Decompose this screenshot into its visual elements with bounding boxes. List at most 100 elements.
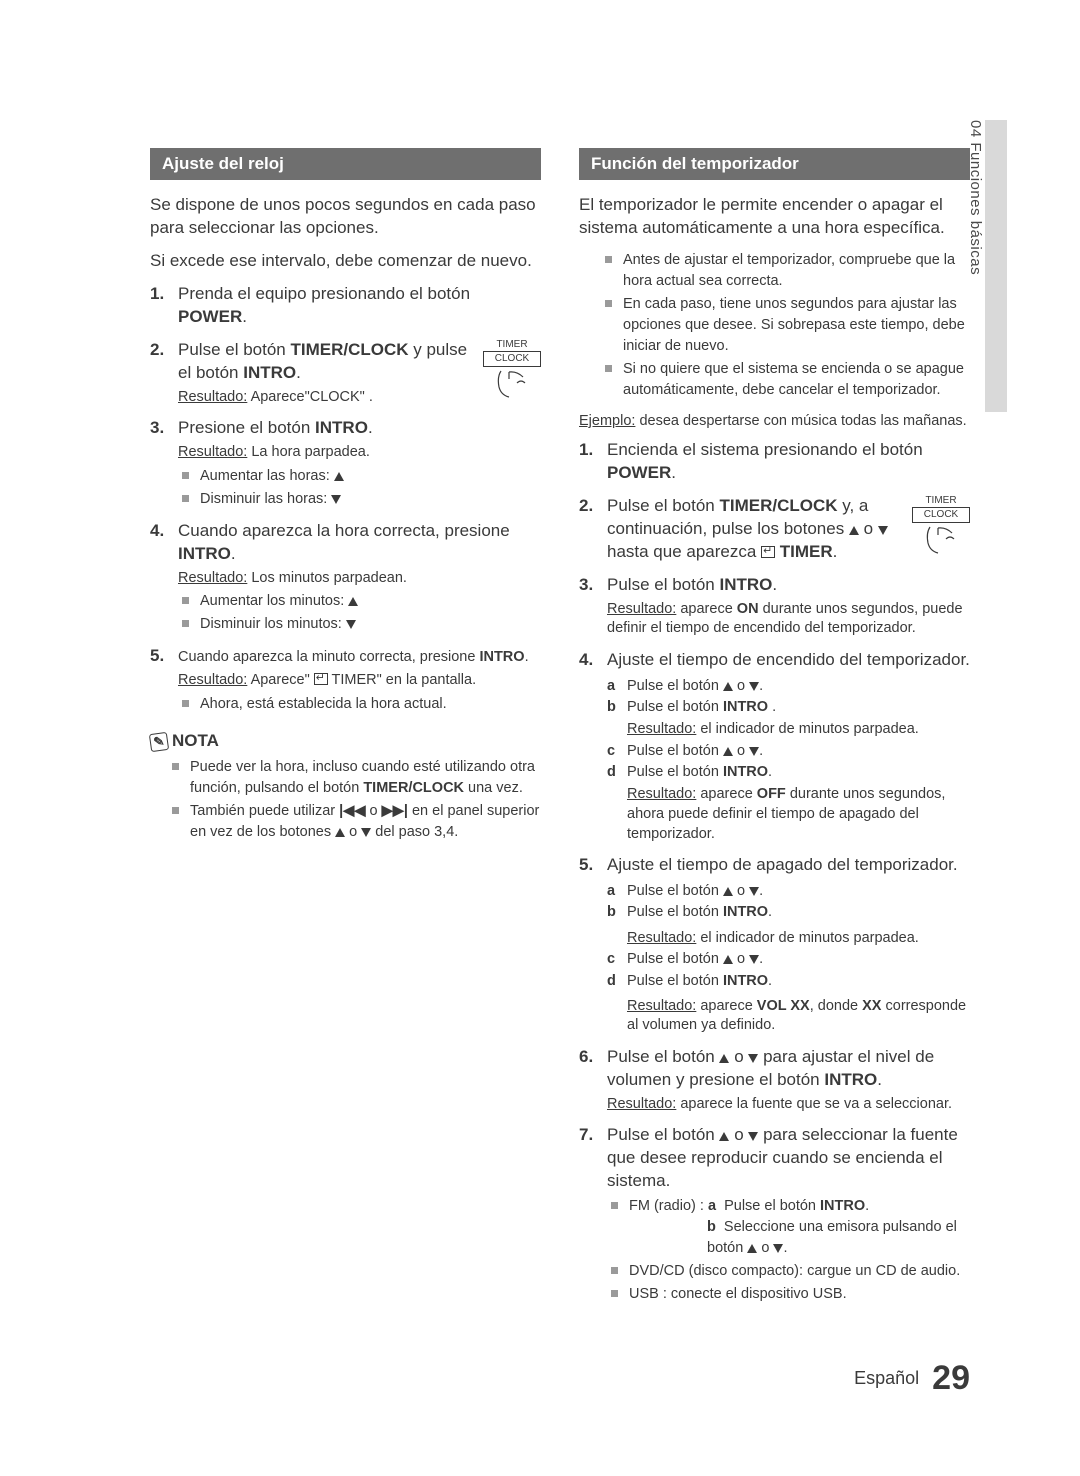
text: Aumentar los minutos: <box>200 593 344 609</box>
sub-d: dPulse el botón INTRO. Resultado: aparec… <box>607 762 970 844</box>
text: VOL XX <box>757 998 810 1014</box>
down-icon <box>749 747 759 756</box>
left-step-5: Cuando aparezca la minuto correcta, pres… <box>150 645 541 715</box>
right-step-5: Ajuste el tiempo de apagado del temporiz… <box>579 854 970 1036</box>
text: Pulse el botón <box>607 496 719 515</box>
text: INTRO <box>820 1198 865 1214</box>
text: XX <box>862 998 881 1014</box>
result: Resultado: La hora parpadea. <box>178 443 541 463</box>
result-label: Resultado: <box>178 389 247 405</box>
timer-clock-icon: TIMER CLOCK <box>912 495 970 555</box>
text: aparece <box>700 998 756 1014</box>
text: La hora parpadea. <box>251 444 370 460</box>
text: Ejemplo: <box>579 413 635 429</box>
text: ON <box>737 601 759 617</box>
right-step-2: Pulse el botón TIMER/CLOCK y, a continua… <box>579 495 970 564</box>
text: o <box>859 519 878 538</box>
bullet: Ahora, está establecida la hora actual. <box>178 694 541 715</box>
down-icon <box>748 1132 758 1141</box>
right-column: Función del temporizador El temporizador… <box>579 148 970 1315</box>
text: INTRO <box>719 575 772 594</box>
bullet: Puede ver la hora, incluso cuando esté u… <box>168 757 541 799</box>
text: Pulse el botón <box>627 951 723 967</box>
text: INTRO <box>178 544 231 563</box>
ejemplo: Ejemplo: desea despertarse con música to… <box>579 413 970 429</box>
sub-b: bPulse el botón INTRO . Resultado: el in… <box>607 697 970 740</box>
bullets: Ahora, está establecida la hora actual. <box>178 694 541 715</box>
up-icon <box>335 828 345 837</box>
text: . <box>783 1240 787 1256</box>
bullet-usb: USB : conecte el dispositivo USB. <box>607 1284 970 1305</box>
text: . <box>772 575 777 594</box>
text: TIMER <box>925 495 956 506</box>
right-heading: Función del temporizador <box>579 148 970 180</box>
text: Ajuste el tiempo de encendido del tempor… <box>607 650 970 669</box>
text: aparece <box>700 786 756 802</box>
text: . <box>759 743 763 759</box>
left-heading: Ajuste del reloj <box>150 148 541 180</box>
up-icon <box>348 597 358 606</box>
left-step-1: Prenda el equipo presionando el botón PO… <box>150 283 541 329</box>
result-label: Resultado: <box>627 930 696 946</box>
fm-sub-b: b Seleccione una emisora pulsando el bot… <box>629 1217 970 1259</box>
text: Aumentar las horas: <box>200 468 330 484</box>
nota-heading: ✎NOTA <box>150 731 541 751</box>
timer-clock-icon: TIMER CLOCK <box>483 339 541 399</box>
text: . <box>759 883 763 899</box>
right-step-6: Pulse el botón o para ajustar el nivel d… <box>579 1046 970 1114</box>
right-step-3: Pulse el botón INTRO. Resultado: aparece… <box>579 574 970 639</box>
up-icon <box>334 472 344 481</box>
text: INTRO <box>243 363 296 382</box>
text: Pulse el botón <box>607 1047 719 1066</box>
text: Encienda el sistema presionando el botón <box>607 440 923 459</box>
text: Pulse el botón <box>627 904 723 920</box>
sub-c: cPulse el botón o . <box>607 949 970 969</box>
text: . <box>296 363 301 382</box>
text: . <box>768 764 772 780</box>
text: TIMER/CLOCK <box>719 496 837 515</box>
sub-steps: aPulse el botón o . bPulse el botón INTR… <box>607 881 970 1036</box>
sub-d: dPulse el botón INTRO. Resultado: aparec… <box>607 971 970 1036</box>
text: Pulse el botón <box>178 340 290 359</box>
down-icon <box>749 887 759 896</box>
text: Pulse el botón <box>627 699 723 715</box>
text: . <box>368 418 373 437</box>
text: del paso 3,4. <box>371 824 458 840</box>
bullet: Aumentar las horas: <box>178 466 541 487</box>
down-icon <box>878 526 888 535</box>
text: Presione el botón <box>178 418 315 437</box>
bullet-dvd: DVD/CD (disco compacto): cargue un CD de… <box>607 1261 970 1282</box>
skip-fwd-icon: ▶▶| <box>382 803 408 819</box>
up-icon <box>747 1244 757 1253</box>
result: Resultado: el indicador de minutos parpa… <box>627 720 970 740</box>
text: Pulse el botón <box>627 743 723 759</box>
text: . <box>525 649 529 665</box>
sub-c: cPulse el botón o . <box>607 741 970 761</box>
text: . <box>865 1198 869 1214</box>
text: CLOCK <box>483 351 541 367</box>
text: Aparece"CLOCK" . <box>251 389 373 405</box>
page-footer: Español 29 <box>854 1359 970 1398</box>
up-icon <box>719 1054 729 1063</box>
footer-page: 29 <box>932 1359 970 1397</box>
text: o <box>733 743 749 759</box>
text: , donde <box>810 998 862 1014</box>
bullet-fm: FM (radio) : a Pulse el botón INTRO. b S… <box>607 1196 970 1259</box>
bullets: Aumentar las horas: Disminuir las horas: <box>178 466 541 510</box>
text: Pulse el botón <box>607 1125 719 1144</box>
up-icon <box>723 747 733 756</box>
result-label: Resultado: <box>607 1096 676 1112</box>
footer-lang: Español <box>854 1368 919 1388</box>
right-step-7: Pulse el botón o para seleccionar la fue… <box>579 1124 970 1305</box>
sub-steps: aPulse el botón o . bPulse el botón INTR… <box>607 676 970 844</box>
text: NOTA <box>172 731 219 750</box>
text: POWER <box>607 463 671 482</box>
left-step-2: Pulse el botón TIMER/CLOCK y pulse el bo… <box>150 339 541 407</box>
text: Pulse el botón <box>627 764 723 780</box>
result: Resultado: aparece OFF durante unos segu… <box>627 785 970 844</box>
text: POWER <box>178 307 242 326</box>
skip-back-icon: |◀◀ <box>339 803 365 819</box>
result: Resultado: aparece ON durante unos segun… <box>607 600 970 639</box>
text: CLOCK <box>912 507 970 523</box>
text: o <box>733 951 749 967</box>
